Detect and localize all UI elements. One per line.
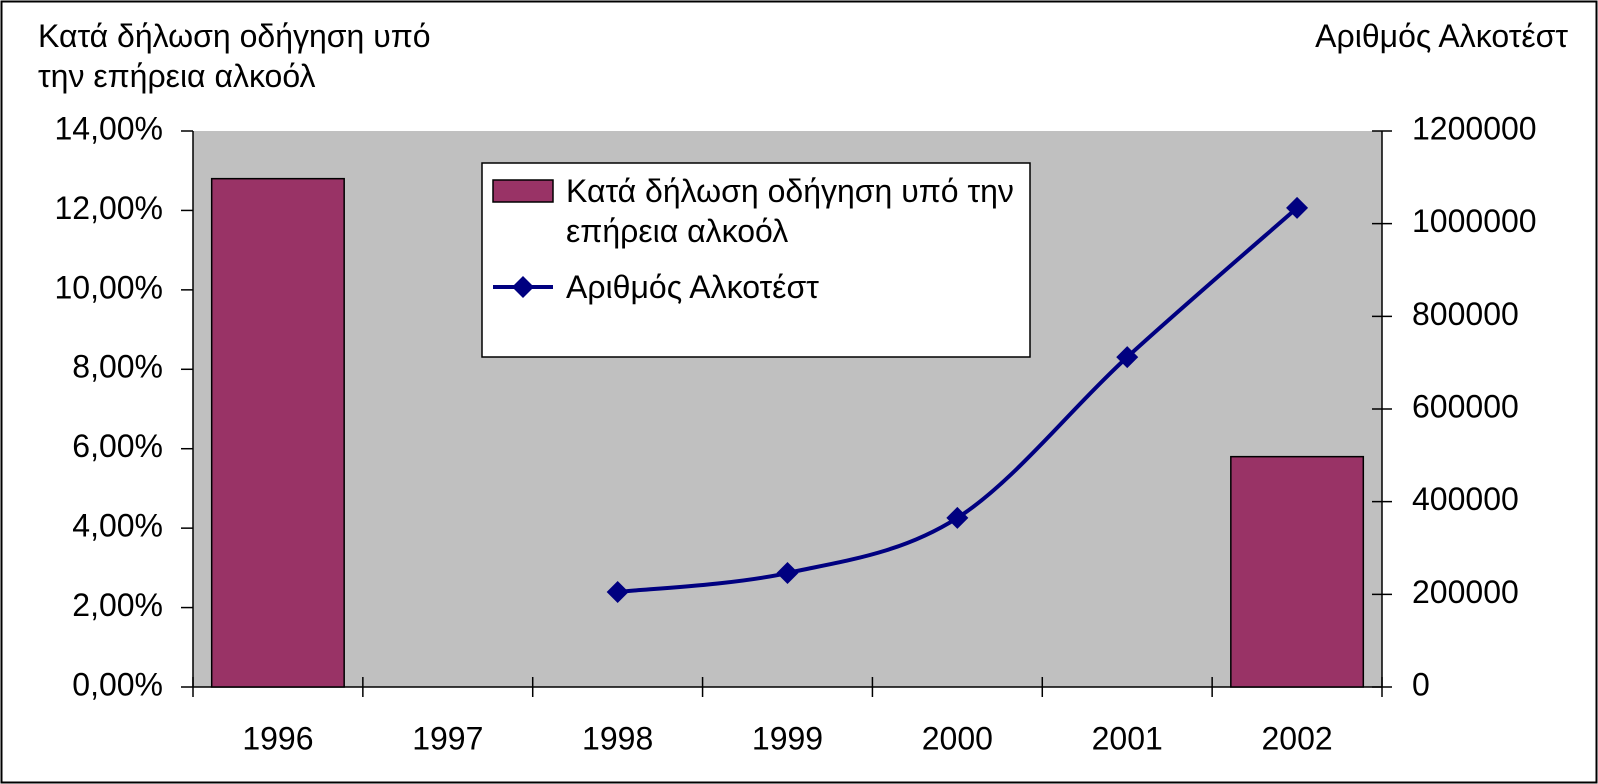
y2-tick-label: 1200000 [1412, 110, 1537, 146]
x-tick-label: 1998 [582, 720, 653, 756]
y-tick-label: 2,00% [72, 587, 163, 623]
legend-label: Αριθμός Αλκοτέστ [566, 269, 819, 305]
y-axis-title: Κατά δήλωση οδήγηση υπό την επήρεια αλκο… [38, 18, 431, 94]
y-tick-label: 14,00% [54, 110, 163, 146]
y-tick-label: 6,00% [72, 428, 163, 464]
x-tick-label: 2001 [1092, 720, 1163, 756]
y2-tick-label: 400000 [1412, 481, 1519, 517]
legend-swatch [492, 179, 554, 203]
y2-tick-label: 200000 [1412, 574, 1519, 610]
x-tick-label: 1996 [242, 720, 313, 756]
y-tick-label: 0,00% [72, 666, 163, 702]
y-tick-label: 10,00% [54, 269, 163, 305]
bar [1230, 455, 1365, 688]
y2-tick-label: 1000000 [1412, 203, 1537, 239]
legend-marker [512, 276, 534, 298]
legend-box [481, 162, 1031, 358]
x-tick-label: 2002 [1261, 720, 1332, 756]
line-marker [1116, 346, 1139, 369]
line-marker [1286, 196, 1309, 219]
y2-tick-label: 800000 [1412, 296, 1519, 332]
line-marker [606, 581, 629, 604]
y2-tick-label: 0 [1412, 666, 1430, 702]
bar [210, 177, 345, 688]
y-tick-label: 12,00% [54, 190, 163, 226]
x-tick-label: 1999 [752, 720, 823, 756]
y2-axis-title: Αριθμός Αλκοτέστ [1315, 18, 1568, 54]
y2-tick-label: 600000 [1412, 388, 1519, 424]
legend-label: Κατά δήλωση οδήγηση υπό την επήρεια αλκο… [566, 173, 1014, 249]
x-tick-label: 1997 [412, 720, 483, 756]
line-marker [776, 562, 799, 585]
line-marker [946, 506, 969, 529]
line [617, 206, 1299, 595]
x-tick-label: 2000 [922, 720, 993, 756]
y-tick-label: 8,00% [72, 349, 163, 385]
y-tick-label: 4,00% [72, 508, 163, 544]
